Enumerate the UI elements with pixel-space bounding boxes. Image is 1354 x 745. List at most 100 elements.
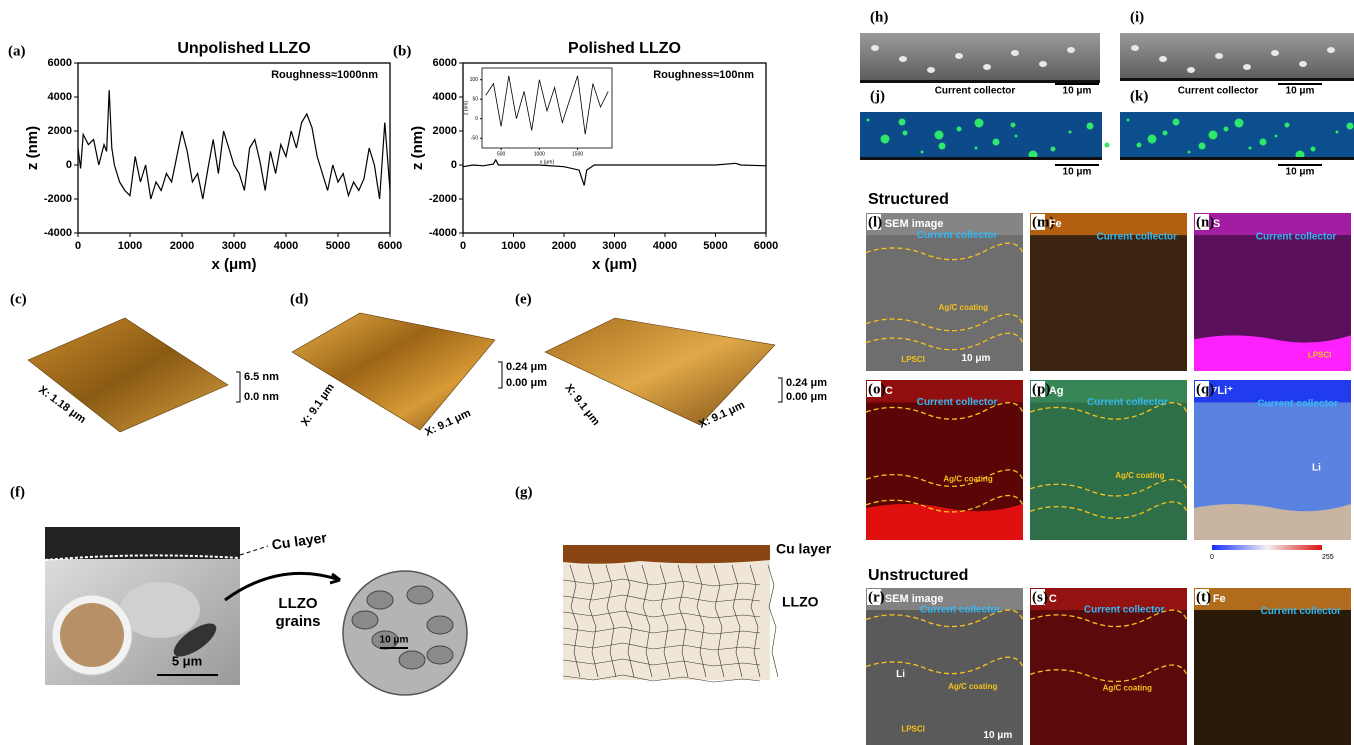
x-tick-label: 5000	[703, 240, 727, 252]
region-label: Li	[896, 669, 905, 680]
x-tick-label: 2000	[170, 240, 194, 252]
grain	[427, 616, 453, 634]
region-label: Current collector	[1260, 606, 1341, 617]
region-label: Ag/C coating	[948, 682, 997, 691]
particle	[1285, 123, 1290, 128]
particle	[1131, 45, 1139, 51]
pellet	[60, 603, 124, 667]
y-tick-label: 4000	[433, 91, 457, 103]
particle	[1187, 67, 1195, 73]
region-label: Ag/C coating	[1115, 471, 1164, 480]
particle	[975, 119, 984, 128]
panel-label: (k)	[1130, 88, 1148, 104]
panel-label: (a)	[8, 43, 26, 59]
map-name: C	[885, 385, 893, 397]
map-name: Fe	[1213, 593, 1226, 605]
particle	[1087, 123, 1094, 130]
panel-label: (i)	[1130, 9, 1144, 25]
panel-label: (g)	[515, 484, 533, 500]
colorbar-label: 255	[1322, 554, 1334, 561]
region-label: Current collector	[1178, 86, 1259, 97]
x-tick-label: 0	[460, 240, 466, 252]
particle	[927, 67, 935, 73]
particle	[867, 119, 870, 122]
y-axis-label: z (nm)	[409, 126, 426, 170]
scale-label: 5 μm	[172, 653, 202, 668]
colorbar-label: 0	[1210, 554, 1214, 561]
cu-layer-label: Cu layer	[776, 541, 832, 557]
y-tick-label: -50	[471, 136, 478, 142]
section-title: Unstructured	[868, 567, 968, 584]
micrograph	[1120, 33, 1354, 81]
cu-layer-band	[45, 527, 240, 559]
x-tick-label: 1000	[534, 151, 545, 157]
y-tick-label: -2000	[44, 193, 72, 205]
panel-label: (t)	[1196, 589, 1211, 605]
bottom-edge	[860, 157, 1102, 160]
panel-label: (o)	[868, 381, 886, 397]
panel-label: (p)	[1032, 381, 1050, 397]
y-tick-label: 0	[451, 159, 457, 171]
particle	[975, 147, 978, 150]
x-tick-label: 4000	[653, 240, 677, 252]
particle	[1069, 131, 1072, 134]
x-tick-label: 2000	[552, 240, 576, 252]
grains-label: grains	[275, 613, 320, 630]
x-tick-label: 1500	[572, 151, 583, 157]
particle	[1199, 143, 1206, 150]
panel-label: (n)	[1196, 214, 1214, 230]
grain	[427, 646, 453, 664]
region-label: Current collector	[1084, 605, 1165, 616]
particle	[1260, 139, 1267, 146]
particle	[1159, 56, 1167, 62]
map-name: SEM image	[885, 218, 944, 230]
profile-line	[463, 160, 766, 186]
grain	[407, 586, 433, 604]
z-scale-bracket	[778, 378, 782, 402]
panel-label: (f)	[10, 484, 25, 500]
x-tick-label: 6000	[754, 240, 778, 252]
particle	[1148, 135, 1157, 144]
region-label: 10 μm	[961, 353, 990, 364]
region-label: Current collector	[1096, 231, 1177, 242]
y-tick-label: -4000	[429, 227, 457, 239]
inset-background	[482, 68, 612, 148]
panel-label: (s)	[1032, 589, 1048, 605]
particle	[881, 135, 890, 144]
bottom-edge	[1120, 157, 1354, 160]
particle	[1173, 119, 1180, 126]
x-axis-label: x (μm)	[211, 256, 256, 273]
x-axis-label: x (μm)	[540, 159, 555, 165]
region-label: LPSCl	[1308, 350, 1332, 359]
particle	[1015, 135, 1018, 138]
region-label: Li	[1312, 463, 1321, 474]
region-label: LPSCl	[901, 724, 925, 733]
y-axis-label: z (nm)	[24, 126, 41, 170]
roughness-annotation: Roughness≈100nm	[653, 69, 754, 81]
y-tick-label: 6000	[433, 57, 457, 69]
particle	[957, 127, 962, 132]
bottom-edge	[1120, 78, 1354, 81]
colorbar	[1212, 545, 1322, 550]
z-min-label: 0.00 μm	[506, 377, 547, 389]
afm-axis-label: X: 9.1 μm	[299, 381, 337, 428]
grain	[367, 591, 393, 609]
particle	[1127, 119, 1130, 122]
particle	[1243, 64, 1251, 70]
panel-label: (q)	[1196, 381, 1214, 397]
particle	[955, 53, 963, 59]
y-axis-label: z (nm)	[463, 101, 469, 116]
panel-label: (h)	[870, 9, 888, 25]
particle	[899, 119, 906, 126]
particle	[1311, 147, 1316, 152]
z-min-label: 0.0 nm	[244, 391, 279, 403]
y-tick-label: -4000	[44, 227, 72, 239]
x-tick-label: 3000	[222, 240, 246, 252]
scale-label: 10 μm	[1286, 86, 1315, 97]
panel-label: (d)	[290, 291, 308, 307]
particle	[1224, 127, 1229, 132]
particle	[1067, 47, 1075, 53]
x-tick-label: 6000	[378, 240, 402, 252]
z-max-label: 0.24 μm	[506, 361, 547, 373]
particle	[1271, 50, 1279, 56]
